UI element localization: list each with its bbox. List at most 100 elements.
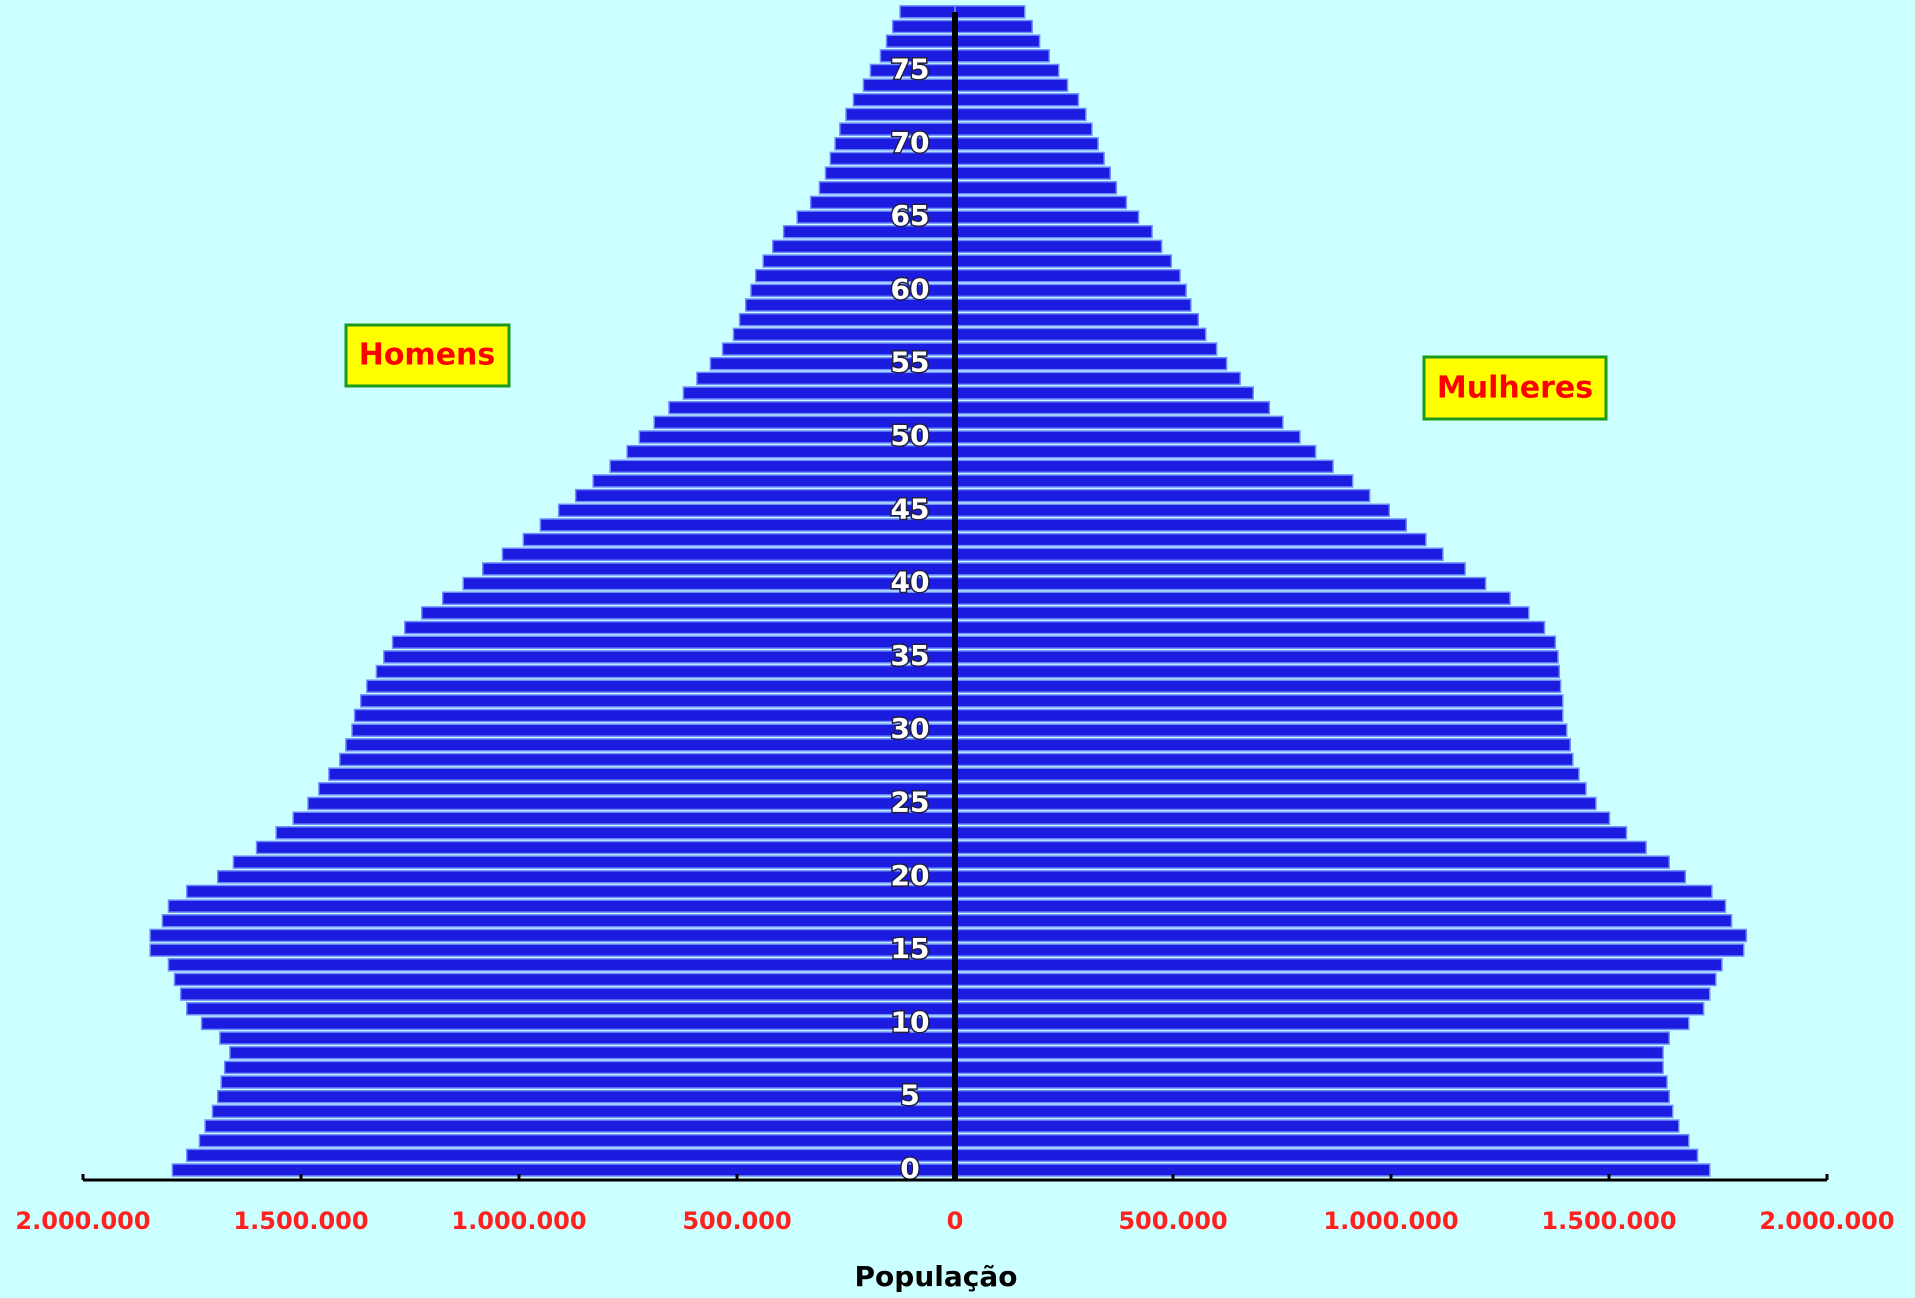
bar [229, 1045, 956, 1060]
y-tick-label: 40 [891, 566, 930, 599]
bar [732, 327, 956, 342]
bar [954, 1001, 1705, 1016]
bar [954, 870, 1687, 884]
bar [592, 474, 956, 488]
bar [307, 796, 956, 811]
bar [275, 826, 956, 840]
bar [954, 503, 1391, 518]
bar [351, 723, 956, 737]
bar [954, 166, 1111, 180]
bar [954, 518, 1408, 532]
bar [738, 312, 956, 327]
bar [186, 1001, 956, 1016]
bar [167, 899, 956, 913]
bar [219, 1031, 956, 1045]
x-tick-label: 0 [947, 1207, 964, 1235]
bar [359, 694, 956, 708]
bar [954, 532, 1427, 547]
bar [954, 958, 1723, 972]
bar [954, 884, 1713, 899]
bar [954, 811, 1611, 825]
bar [954, 972, 1717, 987]
bar [200, 1016, 956, 1031]
bar [954, 488, 1371, 503]
bar [954, 327, 1207, 342]
bar [220, 1075, 956, 1089]
bar [954, 635, 1557, 649]
bar [345, 738, 956, 752]
bar [891, 19, 956, 34]
bar [899, 5, 956, 19]
bar [954, 1075, 1668, 1089]
bar [852, 93, 956, 107]
bar [179, 987, 956, 1001]
bar [954, 840, 1647, 855]
bar [441, 591, 956, 606]
bar [954, 298, 1192, 312]
y-tick-label: 25 [891, 786, 930, 819]
bar [954, 708, 1564, 723]
y-tick-label: 65 [891, 199, 930, 232]
y-tick-label: 35 [891, 639, 930, 672]
bar [954, 664, 1561, 679]
bar [462, 576, 956, 591]
bar [161, 914, 956, 928]
bar [954, 576, 1487, 591]
bar [954, 1016, 1690, 1031]
bar [954, 19, 1033, 34]
bar [198, 1133, 956, 1148]
bar [954, 562, 1466, 576]
bar [404, 620, 956, 635]
bar [954, 356, 1228, 371]
bar [954, 34, 1041, 48]
bar [954, 63, 1060, 78]
bar [954, 1104, 1674, 1119]
x-tick-label: 1.500.000 [233, 1207, 368, 1235]
bar [954, 474, 1354, 488]
bar [954, 225, 1153, 239]
y-tick-label: 30 [891, 712, 930, 745]
bar [954, 1163, 1711, 1177]
bar [954, 620, 1546, 635]
bar [954, 1060, 1664, 1075]
bar [501, 547, 956, 562]
bar [954, 254, 1173, 268]
bar [339, 752, 956, 767]
bar [186, 884, 956, 899]
bar [375, 664, 956, 679]
bar [954, 1133, 1690, 1148]
bar [954, 107, 1087, 122]
bar [824, 166, 956, 180]
bar [954, 430, 1301, 444]
bar [954, 151, 1105, 166]
bar [954, 943, 1745, 957]
bar [954, 78, 1069, 92]
bar [522, 532, 956, 547]
bar [211, 1104, 956, 1119]
bar [167, 958, 956, 972]
bar [954, 93, 1080, 107]
y-tick-label: 15 [891, 932, 930, 965]
bar [954, 210, 1140, 224]
x-tick-label: 1.000.000 [451, 1207, 586, 1235]
bar [954, 181, 1118, 195]
bar [954, 679, 1562, 693]
bar [954, 782, 1587, 796]
bar [954, 928, 1748, 943]
bar [954, 591, 1511, 606]
bar [954, 415, 1284, 430]
bar [954, 650, 1559, 664]
bar [954, 914, 1733, 928]
legend-box [344, 323, 511, 388]
bar [292, 811, 956, 825]
bar [149, 943, 956, 957]
bar [772, 239, 956, 254]
x-tick-label: 1.500.000 [1541, 1207, 1676, 1235]
bar [186, 1148, 956, 1163]
y-tick-label: 5 [900, 1079, 919, 1112]
bar [954, 5, 1026, 19]
bar [954, 444, 1317, 459]
bar [954, 738, 1571, 752]
bar [609, 459, 956, 474]
bar [954, 371, 1241, 386]
